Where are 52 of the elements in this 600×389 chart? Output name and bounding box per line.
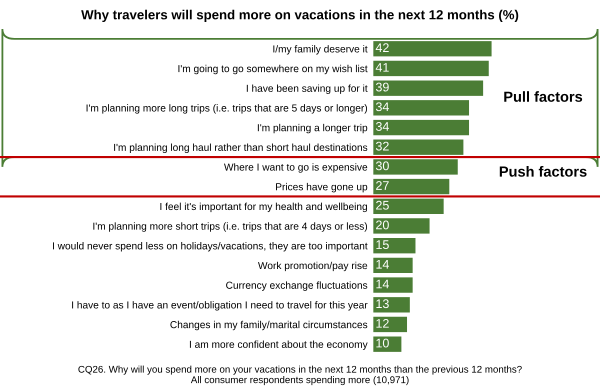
y-tick-label: I'm going to go somewhere on my wish list [178,64,368,74]
bar [373,336,402,352]
bar [373,198,444,214]
bar [373,238,416,254]
y-tick-label: I'm planning more long trips (i.e. trips that are 5 days or longer) [86,104,368,114]
bar [373,60,489,76]
y-tick-label: I have to as I have an event/obligation I need to travel for this year [72,301,368,311]
y-tick-label: I am more confident about the economy [190,340,368,350]
data-label: 13 [376,299,389,308]
y-tick-label: I'm planning long haul rather than short haul destinations [114,144,368,153]
data-label: 14 [376,280,389,288]
data-label: 39 [376,82,389,92]
text: Pull factors [504,91,582,102]
bar [373,316,408,332]
bar [373,277,413,293]
data-label: 32 [376,142,389,151]
data-label: 42 [376,43,389,52]
chart-title: Why travelers will spend more on vacations in the next 12 months (%) [81,10,518,22]
text: Push factors [500,166,587,177]
data-label: 15 [376,240,389,250]
bar [373,258,413,274]
bar [373,100,470,116]
bar [373,80,484,96]
y-tick-label: I/my family deserve it [273,45,368,55]
bar [373,120,470,136]
bar [373,41,492,56]
data-label: 41 [376,63,389,72]
y-tick-label: Changes in my family/marital circumstances [170,320,368,330]
data-label: 34 [376,102,389,112]
y-tick-label: Currency exchange fluctuations [226,281,368,291]
data-label: 25 [376,200,389,210]
y-tick-label: I feel it's important for my health and wellbeing [160,202,368,212]
y-tick-label: Work promotion/pay rise [258,262,368,272]
data-label: 14 [376,260,389,269]
data-label: 27 [376,181,389,190]
y-tick-label: Prices have gone up [276,182,368,192]
data-label: 10 [376,338,389,348]
data-label: 12 [376,318,389,328]
bar [373,178,450,194]
y-tick-label: I'm planning a longer trip [258,124,368,134]
data-label: 20 [376,220,389,230]
text: CQ26. Why will you spend more on your vacations in the next 12 months than the previous 12 months? All consumer respondents spending more (10,971) [78,366,522,386]
y-tick-label: Where I want to go is expensive [224,163,368,173]
y-tick-label: I have been saving up for it [246,84,368,94]
data-label: 34 [376,122,389,131]
bar [373,140,464,155]
bar [373,297,410,312]
data-label: 30 [376,161,389,170]
bar [373,218,430,234]
bar [373,159,458,175]
y-tick-label: I would never spend less on holidays/vacations, they are too important [52,242,368,252]
y-tick-label: I'm planning more short trips (i.e. trips that are 4 days or less) [93,222,368,232]
